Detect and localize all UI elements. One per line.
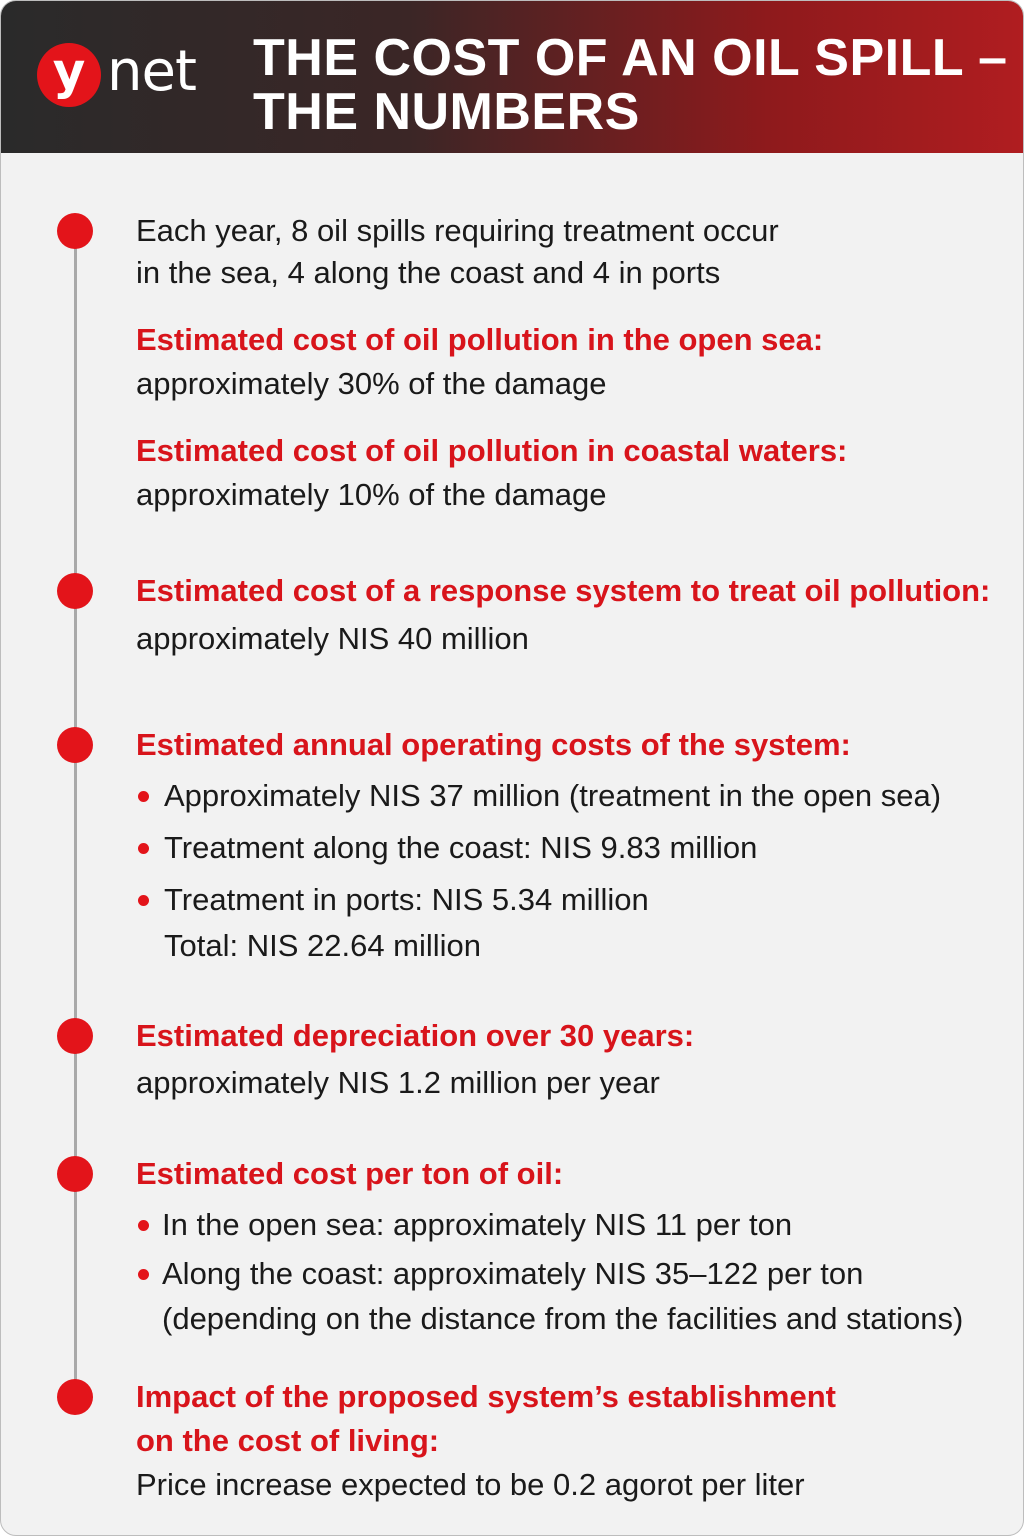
operating-item-2: Treatment along the coast: NIS 9.83 mill… bbox=[164, 830, 758, 865]
bullet-dot bbox=[138, 843, 149, 854]
timeline-dot-3 bbox=[57, 727, 93, 763]
response-system-heading: Estimated cost of a response system to t… bbox=[136, 573, 991, 608]
coastal-value: approximately 10% of the damage bbox=[136, 477, 607, 512]
timeline-dot-1 bbox=[57, 213, 93, 249]
logo-net-text: net bbox=[107, 39, 197, 104]
timeline-dot-2 bbox=[57, 573, 93, 609]
cost-per-ton-item-2: Along the coast: approximately NIS 35–12… bbox=[162, 1256, 864, 1291]
operating-costs-heading: Estimated annual operating costs of the … bbox=[136, 727, 851, 762]
open-sea-value: approximately 30% of the damage bbox=[136, 366, 607, 401]
timeline-dot-4 bbox=[57, 1018, 93, 1054]
coastal-heading: Estimated cost of oil pollution in coast… bbox=[136, 433, 848, 468]
cost-per-ton-heading: Estimated cost per ton of oil: bbox=[136, 1156, 564, 1191]
depreciation-value: approximately NIS 1.2 million per year bbox=[136, 1065, 660, 1100]
operating-item-1: Approximately NIS 37 million (treatment … bbox=[164, 778, 942, 813]
ynet-logo: y net bbox=[37, 39, 207, 109]
page-title: THE COST OF AN OIL SPILL – THE NUMBERS bbox=[253, 29, 1008, 141]
cost-per-ton-item-1: In the open sea: approximately NIS 11 pe… bbox=[162, 1207, 793, 1242]
title-line-2: THE NUMBERS bbox=[253, 83, 640, 141]
cost-of-living-heading-2: on the cost of living: bbox=[136, 1423, 440, 1458]
spills-line-2: in the sea, 4 along the coast and 4 in p… bbox=[136, 255, 721, 290]
bullet-dot bbox=[138, 1220, 149, 1231]
cost-of-living-value: Price increase expected to be 0.2 agorot… bbox=[136, 1467, 805, 1502]
depreciation-heading: Estimated depreciation over 30 years: bbox=[136, 1018, 695, 1053]
operating-total: Total: NIS 22.64 million bbox=[164, 928, 482, 963]
cost-of-living-heading-1: Impact of the proposed system’s establis… bbox=[136, 1379, 836, 1414]
header-banner: y net THE COST OF AN OIL SPILL – THE NUM… bbox=[1, 1, 1023, 153]
bullet-dot bbox=[138, 791, 149, 802]
response-system-value: approximately NIS 40 million bbox=[136, 621, 529, 656]
title-line-1: THE COST OF AN OIL SPILL – bbox=[253, 29, 1008, 87]
logo-y-circle: y bbox=[37, 43, 101, 107]
operating-item-3: Treatment in ports: NIS 5.34 million bbox=[164, 882, 649, 917]
bullet-dot bbox=[138, 895, 149, 906]
timeline-dot-6 bbox=[57, 1379, 93, 1415]
timeline-line bbox=[74, 233, 77, 1395]
bullet-dot bbox=[138, 1269, 149, 1280]
spills-line-1: Each year, 8 oil spills requiring treatm… bbox=[136, 213, 779, 248]
open-sea-heading: Estimated cost of oil pollution in the o… bbox=[136, 322, 824, 357]
cost-per-ton-note: (depending on the distance from the faci… bbox=[162, 1301, 964, 1336]
timeline-dot-5 bbox=[57, 1156, 93, 1192]
